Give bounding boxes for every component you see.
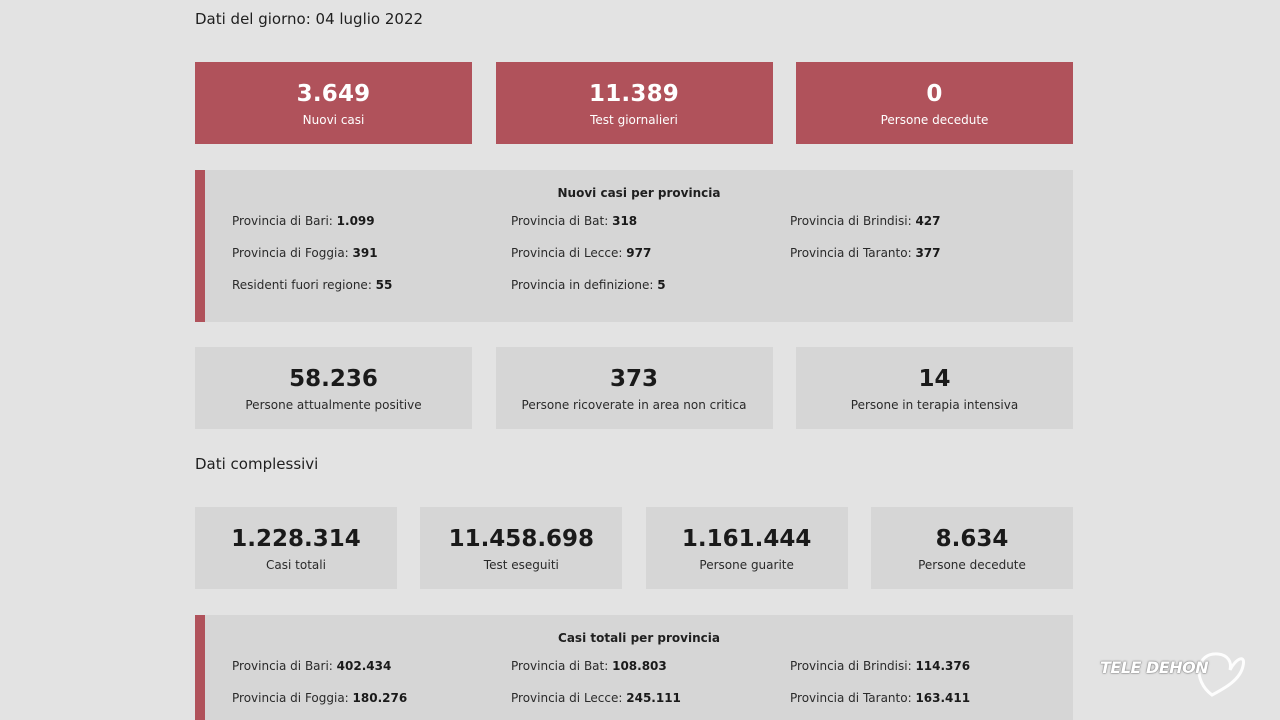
card-label: Casi totali xyxy=(266,558,326,572)
totals-cards: 1.228.314 Casi totali 11.458.698 Test es… xyxy=(195,507,1073,589)
province-item: Provincia di Bari: 1.099 xyxy=(232,214,375,228)
province-item: Provincia di Foggia: 391 xyxy=(232,246,378,260)
card-value: 373 xyxy=(609,366,658,392)
card-value: 0 xyxy=(926,81,943,107)
card-label: Persone attualmente positive xyxy=(245,398,422,412)
card-label: Test giornalieri xyxy=(590,113,678,127)
province-item: Residenti fuori regione: 55 xyxy=(232,278,393,292)
daily-tests-card: 11.389 Test giornalieri xyxy=(495,62,773,144)
province-item: Provincia di Taranto: 377 xyxy=(790,246,941,260)
card-value: 8.634 xyxy=(935,526,1009,552)
card-value: 3.649 xyxy=(296,81,371,107)
card-value: 11.389 xyxy=(589,81,679,107)
daily-deaths-card: 0 Persone decedute xyxy=(796,62,1073,144)
province-item: Provincia di Taranto: 163.411 xyxy=(790,691,971,705)
card-label: Persone decedute xyxy=(880,113,989,127)
province-item: Provincia di Lecce: 977 xyxy=(511,246,652,260)
card-value: 1.161.444 xyxy=(681,526,812,552)
hospitalized-card: 373 Persone ricoverate in area non criti… xyxy=(495,347,773,429)
card-label: Persone in terapia intensiva xyxy=(850,398,1019,412)
province-item: Provincia di Bat: 318 xyxy=(511,214,638,228)
province-box-title: Casi totali per provincia xyxy=(558,631,720,645)
card-label: Test eseguiti xyxy=(483,558,559,572)
total-cases-card: 1.228.314 Casi totali xyxy=(195,507,397,589)
daily-province-box: Nuovi casi per provincia Provincia di Ba… xyxy=(195,170,1073,322)
totals-section-title: Dati complessivi xyxy=(195,455,319,473)
active-positive-card: 58.236 Persone attualmente positive xyxy=(195,347,472,429)
watermark-text: TELE DEHON xyxy=(1100,658,1209,677)
card-label: Persone ricoverate in area non critica xyxy=(521,398,747,412)
intensive-care-card: 14 Persone in terapia intensiva xyxy=(796,347,1073,429)
heart-outline-icon xyxy=(1197,652,1246,697)
card-label: Persone decedute xyxy=(918,558,1026,572)
province-item: Provincia di Lecce: 245.111 xyxy=(511,691,681,705)
province-item: Provincia di Foggia: 180.276 xyxy=(232,691,408,705)
card-value: 58.236 xyxy=(289,366,378,392)
card-value: 1.228.314 xyxy=(231,526,361,552)
card-value: 11.458.698 xyxy=(448,526,595,552)
province-item: Provincia in definizione: 5 xyxy=(511,278,666,292)
tele-dehon-logo: TELE DEHON xyxy=(1100,640,1250,700)
recovered-card: 1.161.444 Persone guarite xyxy=(645,507,848,589)
card-label: Persone guarite xyxy=(699,558,794,572)
card-label: Nuovi casi xyxy=(302,113,365,127)
province-item: Provincia di Brindisi: 427 xyxy=(790,214,941,228)
status-cards: 58.236 Persone attualmente positive 373 … xyxy=(195,347,1073,429)
totals-province-box: Casi totali per provincia Provincia di B… xyxy=(195,615,1073,720)
total-deaths-card: 8.634 Persone decedute xyxy=(870,507,1073,589)
province-item: Provincia di Bari: 402.434 xyxy=(232,659,392,673)
province-item: Provincia di Brindisi: 114.376 xyxy=(790,659,971,673)
province-item: Provincia di Bat: 108.803 xyxy=(511,659,667,673)
daily-section-title: Dati del giorno: 04 luglio 2022 xyxy=(195,10,424,28)
card-value: 14 xyxy=(918,366,951,392)
daily-cards: 3.649 Nuovi casi 11.389 Test giornalieri… xyxy=(195,62,1073,144)
total-tests-card: 11.458.698 Test eseguiti xyxy=(420,507,623,589)
new-cases-card: 3.649 Nuovi casi xyxy=(195,62,472,144)
province-box-title: Nuovi casi per provincia xyxy=(557,186,721,200)
